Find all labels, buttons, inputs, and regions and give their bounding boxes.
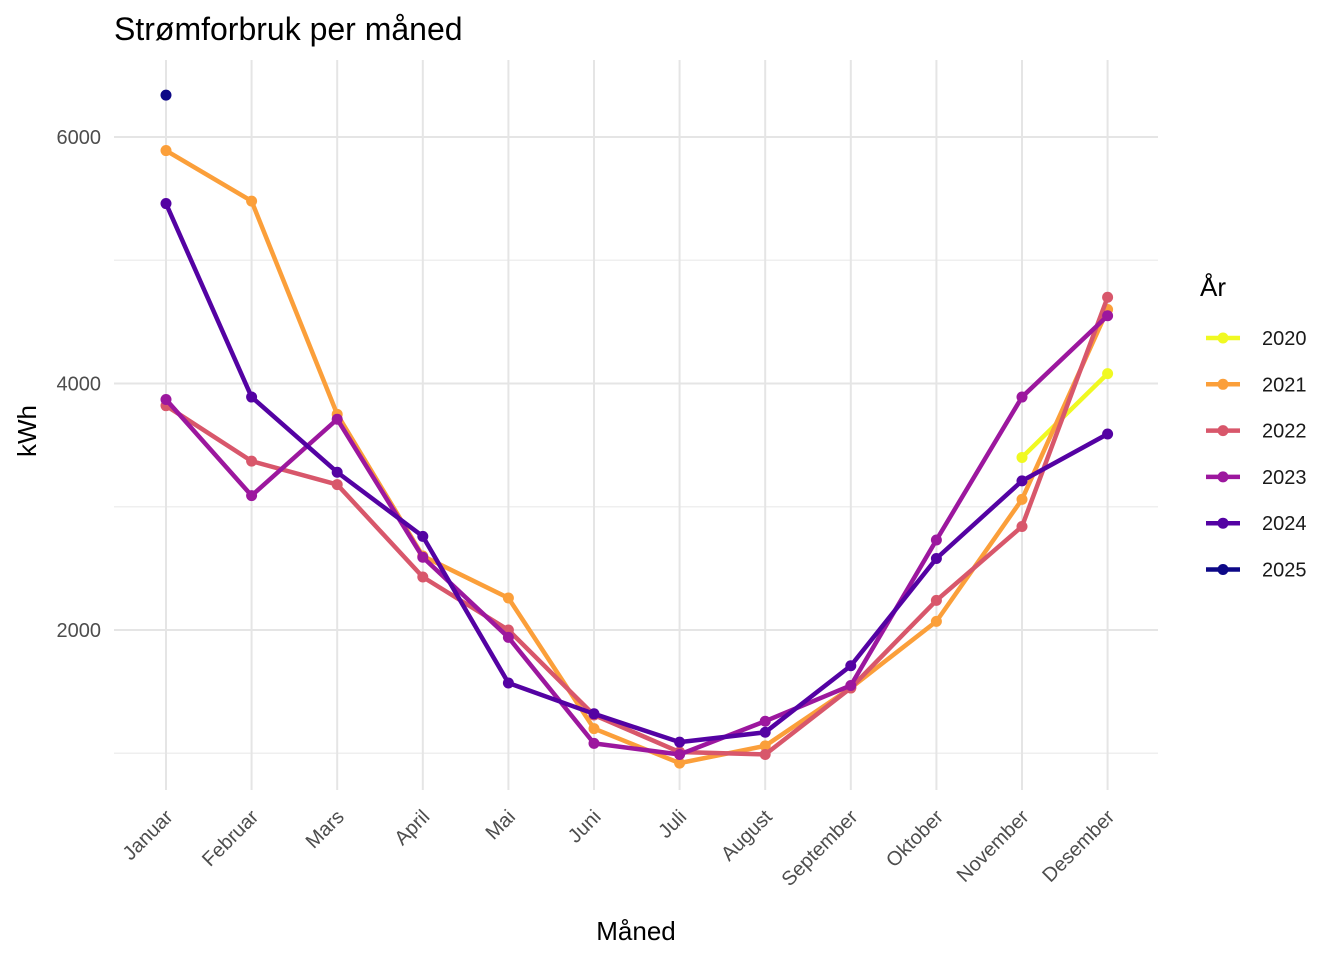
data-point <box>331 413 343 425</box>
data-point <box>845 679 857 691</box>
legend-item: 2025 <box>1206 560 1307 582</box>
chart-title: Strømforbruk per måned <box>114 11 463 47</box>
data-point <box>502 631 514 643</box>
data-point <box>160 145 172 157</box>
data-point <box>160 89 172 101</box>
legend-label: 2025 <box>1262 560 1307 582</box>
legend-item: 2022 <box>1206 421 1307 443</box>
x-tick-label: Desember <box>1038 806 1119 887</box>
series-layer <box>160 89 1114 769</box>
series-2025 <box>160 89 172 101</box>
data-point <box>1016 451 1028 463</box>
legend-key-point <box>1217 425 1229 437</box>
legend: År 2020 2021 2022 2023 2024 2025 <box>1200 272 1307 582</box>
series-line <box>163 202 1109 745</box>
data-point <box>246 195 258 207</box>
data-point <box>759 715 771 727</box>
series-line <box>164 148 1110 766</box>
legend-label: 2021 <box>1262 374 1307 396</box>
y-tick-label: 6000 <box>57 127 102 149</box>
y-tick-label: 2000 <box>57 620 102 642</box>
data-point <box>1016 475 1028 487</box>
x-axis-ticks: Januar Februar Mars April Mai Juni Juli August S… <box>119 806 1120 891</box>
legend-item: 2021 <box>1206 374 1307 396</box>
data-point <box>246 455 258 467</box>
data-point <box>417 571 429 583</box>
legend-label: 2024 <box>1262 513 1307 535</box>
data-point <box>759 726 771 738</box>
legend-item: 2020 <box>1206 328 1307 350</box>
x-tick-label: Juni <box>564 806 606 848</box>
legend-key-point <box>1217 564 1229 575</box>
data-point <box>1016 493 1028 505</box>
series-line <box>164 314 1110 757</box>
data-point <box>1102 310 1114 322</box>
data-point <box>502 677 514 689</box>
data-point <box>1102 368 1114 380</box>
data-point <box>160 394 172 406</box>
data-point <box>160 198 172 210</box>
data-point <box>1016 391 1028 403</box>
data-point <box>588 723 600 735</box>
data-point <box>674 748 686 760</box>
data-point <box>588 708 600 720</box>
x-tick-label: August <box>717 806 777 866</box>
series-2021 <box>160 145 1114 769</box>
data-point <box>588 737 600 749</box>
legend-key-point <box>1217 517 1229 529</box>
series-line <box>164 296 1110 757</box>
data-point <box>759 748 771 760</box>
legend-label: 2020 <box>1262 328 1307 350</box>
data-point <box>674 757 686 769</box>
series-2023 <box>160 310 1114 760</box>
legend-key-point <box>1217 378 1229 390</box>
data-point <box>417 551 429 563</box>
x-tick-label: Oktober <box>882 806 948 872</box>
legend-item: 2023 <box>1206 467 1307 489</box>
x-tick-label: April <box>390 806 434 850</box>
data-point <box>246 490 258 502</box>
grid <box>114 60 1158 790</box>
legend-key-point <box>1217 471 1229 483</box>
legend-key-point <box>1217 332 1229 344</box>
data-point <box>930 615 942 627</box>
data-point <box>674 736 686 748</box>
x-axis-title: Måned <box>596 916 676 946</box>
data-point <box>331 479 343 491</box>
x-tick-label: Mai <box>482 806 520 844</box>
data-point <box>930 594 942 606</box>
data-point <box>331 466 343 478</box>
data-point <box>502 592 514 604</box>
x-tick-label: November <box>953 806 1034 887</box>
data-point <box>759 740 771 752</box>
data-point <box>1102 428 1114 440</box>
data-point <box>1016 520 1028 532</box>
data-point <box>417 530 429 542</box>
data-point <box>845 660 857 672</box>
legend-label: 2022 <box>1262 421 1307 443</box>
data-point <box>930 534 942 546</box>
data-point <box>246 391 258 403</box>
legend-label: 2023 <box>1262 467 1307 489</box>
series-2024 <box>160 198 1114 748</box>
legend-title: År <box>1200 272 1226 302</box>
data-point <box>930 553 942 565</box>
data-point <box>1102 291 1114 303</box>
x-tick-label: Februar <box>198 806 263 871</box>
x-tick-label: September <box>778 806 863 891</box>
y-axis-ticks: 2000 4000 6000 <box>57 127 102 642</box>
x-tick-label: Mars <box>302 806 349 853</box>
y-axis-title: kWh <box>12 405 42 457</box>
x-tick-label: Januar <box>119 806 178 865</box>
y-tick-label: 4000 <box>57 374 102 396</box>
x-tick-label: Juli <box>654 806 691 843</box>
legend-item: 2024 <box>1206 513 1307 535</box>
